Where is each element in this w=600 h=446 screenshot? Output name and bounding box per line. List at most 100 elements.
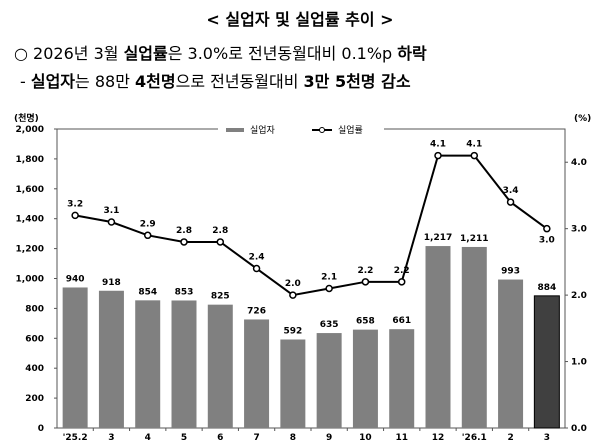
rate-marker [397, 278, 406, 286]
bar [533, 295, 560, 429]
bar [352, 329, 378, 428]
bar [207, 304, 233, 428]
summary-text: 하락 [397, 44, 427, 63]
legend-label-rate: 실업률 [338, 125, 363, 136]
rate-label: 3.1 [103, 206, 119, 216]
left-tick-label: 400 [25, 364, 44, 374]
x-tick-label: 8 [290, 433, 296, 443]
bar [62, 287, 88, 428]
rate-label: 2.9 [140, 219, 156, 229]
bar-label: 854 [138, 287, 157, 297]
legend-bar-swatch [226, 128, 244, 132]
rate-marker [543, 224, 551, 233]
bar [389, 329, 415, 428]
rate-label: 4.1 [466, 140, 482, 150]
rate-marker [71, 211, 79, 220]
rate-line [74, 154, 548, 297]
right-tick-label: 4.0 [571, 158, 587, 168]
rate-label: 3.4 [503, 186, 519, 196]
bar [461, 246, 487, 428]
legend-background [218, 124, 384, 136]
rate-label: 3.2 [67, 199, 83, 209]
rate-marker [143, 231, 152, 240]
rate-marker [289, 291, 297, 299]
left-axis-unit: (천명) [14, 112, 39, 124]
right-tick-label: 3.0 [571, 225, 587, 235]
bar-label: 592 [283, 326, 302, 336]
x-tick-label: 3 [544, 433, 550, 443]
rate-label: 2.4 [249, 253, 265, 263]
summary-text: - [20, 72, 31, 91]
bar-label: 1,217 [424, 233, 452, 243]
bar [316, 333, 342, 428]
x-tick-label: 5 [181, 433, 187, 443]
x-tick-label: 12 [432, 433, 445, 443]
rate-marker [434, 151, 442, 160]
summary-line-1: ○ 2026년 3월 실업률은 3.0%로 전년동월대비 0.1%p 하락 [14, 40, 427, 64]
legend-line-marker [319, 127, 325, 133]
x-tick-label: 3 [108, 433, 114, 443]
left-tick-label: 1,600 [16, 185, 44, 195]
left-tick-label: 2,000 [16, 125, 44, 135]
rate-label: 2.2 [394, 266, 410, 276]
x-tick-label: 6 [217, 433, 223, 443]
rate-label: 2.8 [176, 226, 192, 236]
summary-line-2: - 실업자는 88만 4천명으로 전년동월대비 3만 5천명 감소 [20, 68, 411, 92]
bar [171, 300, 197, 428]
left-tick-label: 1,800 [16, 155, 44, 165]
rate-label: 4.1 [430, 140, 446, 150]
bar-label: 940 [66, 274, 85, 284]
legend-label-unemployed: 실업자 [250, 125, 276, 136]
right-tick-label: 0.0 [571, 424, 587, 434]
left-tick-label: 1,400 [16, 215, 44, 225]
rate-label: 3.0 [539, 236, 555, 246]
summary-text: 실업률 [123, 44, 168, 63]
summary-text: 는 88만 [75, 72, 136, 91]
rate-label: 2.2 [357, 266, 373, 276]
bar-label: 993 [501, 267, 520, 277]
rate-marker [506, 198, 515, 206]
summary-text: 은 3.0%로 전년동월대비 0.1%p [167, 44, 398, 63]
right-axis-unit: (%) [574, 114, 591, 124]
rate-label: 2.0 [285, 279, 301, 289]
x-tick-label: 10 [359, 433, 372, 443]
bar [498, 279, 524, 428]
rate-label: 2.1 [321, 272, 337, 282]
summary-text: ○ 2026년 3월 [14, 44, 124, 63]
rate-marker [361, 278, 370, 286]
rate-marker [252, 264, 261, 273]
x-tick-label: '26.1 [462, 433, 487, 443]
left-tick-label: 1,200 [16, 245, 44, 255]
x-tick-label: 7 [253, 433, 259, 443]
bar-label: 635 [320, 320, 339, 330]
page-title: < 실업자 및 실업률 추이 > [206, 10, 394, 29]
bar [425, 246, 451, 428]
rate-label: 2.8 [212, 226, 228, 236]
right-tick-label: 2.0 [571, 291, 587, 301]
bar-label: 853 [175, 287, 194, 297]
summary-text: 으로 전년동월대비 [175, 72, 304, 91]
bar-label: 884 [537, 283, 556, 293]
right-tick-label: 1.0 [571, 358, 587, 368]
summary-text: 3만 5천명 감소 [303, 72, 411, 91]
bar-label: 918 [102, 278, 121, 288]
summary-text: 실업자 [30, 72, 76, 91]
x-tick-label: 11 [395, 433, 408, 443]
bar-label: 661 [392, 316, 411, 326]
left-tick-label: 800 [25, 304, 44, 314]
x-tick-label: 4 [145, 433, 151, 443]
left-tick-label: 200 [25, 394, 44, 404]
bar [98, 290, 124, 428]
left-tick-label: 600 [25, 334, 44, 344]
bar [135, 300, 161, 428]
rate-marker [470, 151, 479, 160]
left-tick-label: 0 [38, 424, 44, 434]
bar-label: 726 [247, 306, 266, 316]
rate-marker [180, 238, 188, 246]
x-tick-label: '25.2 [63, 433, 88, 443]
bar-label: 658 [356, 317, 375, 327]
bar [280, 339, 306, 428]
summary-text: 4천명 [135, 72, 176, 91]
bar [244, 319, 270, 428]
